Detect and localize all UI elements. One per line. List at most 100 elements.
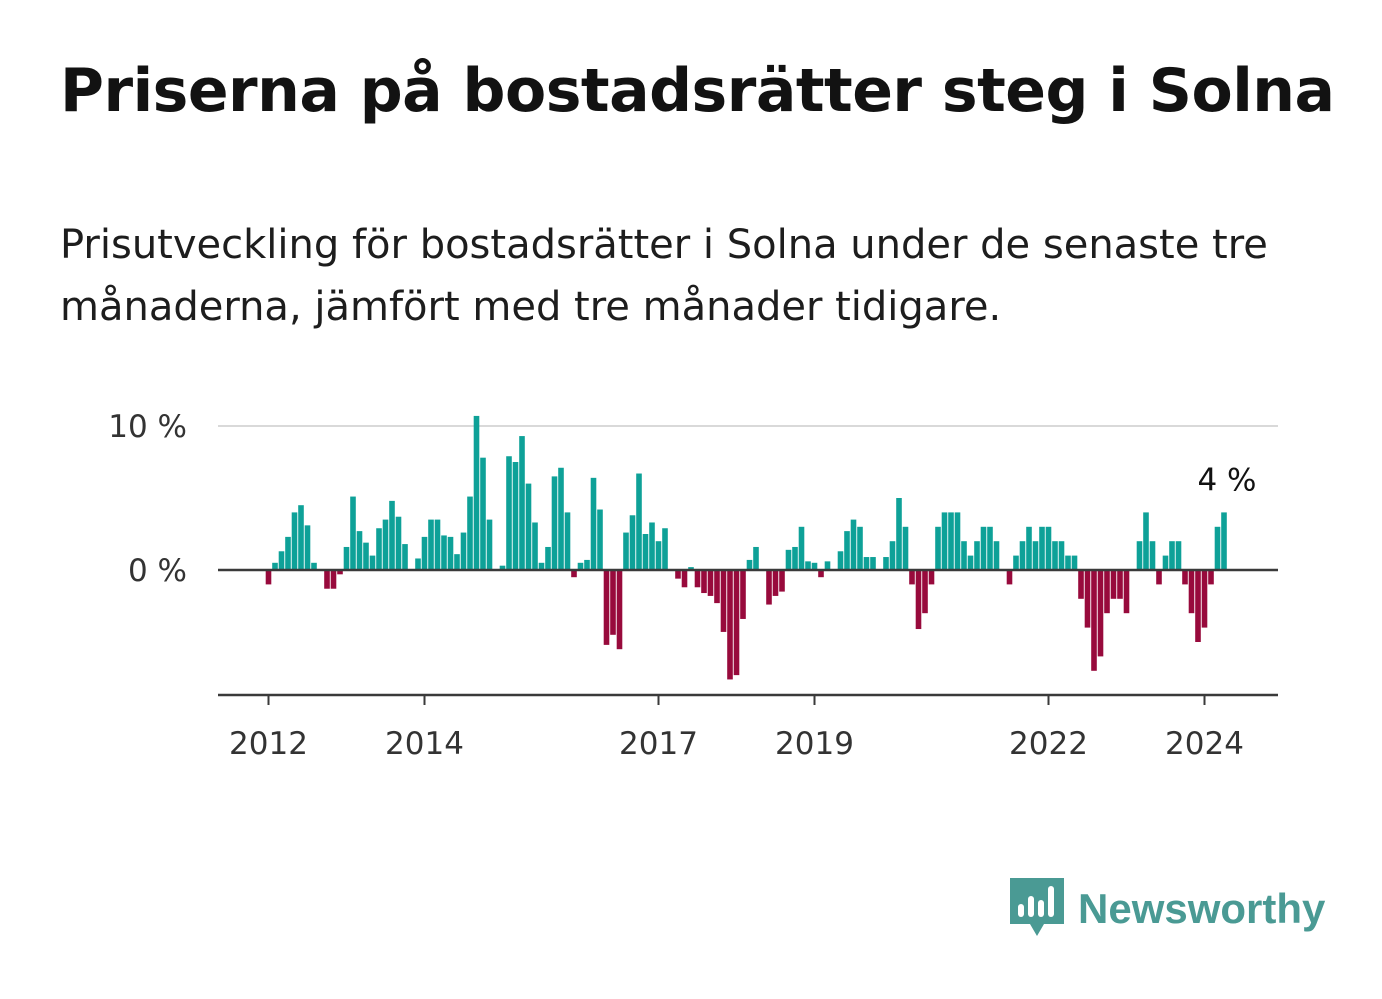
bar (863, 557, 870, 570)
x-tick-label: 2019 (775, 726, 854, 762)
bar (746, 559, 753, 570)
bar (1214, 526, 1221, 570)
page-title: Priserna på bostadsrätter steg i Solna (60, 56, 1335, 126)
bar (636, 473, 642, 570)
bar (356, 531, 363, 570)
bar (460, 532, 467, 570)
bar (1182, 570, 1188, 585)
bar (1156, 570, 1162, 585)
bar (935, 526, 941, 570)
bar (512, 462, 519, 570)
x-tick-label: 2014 (385, 726, 464, 762)
bar (1097, 570, 1104, 657)
bar (343, 546, 350, 570)
bar (473, 415, 480, 570)
bar-chart-speech-bubble-icon (1010, 878, 1064, 936)
x-tick-label: 2012 (229, 726, 308, 762)
bar (1175, 541, 1182, 570)
bar (727, 570, 733, 680)
bar (1084, 570, 1091, 628)
bar (1006, 570, 1013, 585)
bar (519, 436, 525, 570)
bar (798, 526, 805, 570)
bar (805, 561, 811, 570)
bar (304, 525, 311, 570)
bar (272, 562, 278, 570)
bar (902, 526, 909, 570)
bar (662, 528, 668, 570)
bar (623, 532, 629, 570)
bar (532, 522, 538, 570)
bar (824, 561, 831, 570)
bar (707, 570, 714, 596)
bar (909, 570, 915, 585)
bar (571, 570, 577, 578)
bar (577, 562, 584, 570)
bar (564, 512, 571, 570)
x-tick-label: 2022 (1009, 726, 1088, 762)
bar (675, 570, 681, 579)
bar (285, 536, 291, 570)
bar (1026, 526, 1032, 570)
bar (961, 541, 967, 570)
bar (610, 570, 616, 635)
bar (883, 557, 889, 570)
bar (837, 551, 844, 570)
bar (1019, 541, 1026, 570)
bar (330, 570, 337, 589)
bar (1136, 541, 1143, 570)
bar (428, 519, 434, 570)
bar (551, 476, 558, 570)
bar (545, 546, 551, 570)
bar (993, 541, 1000, 570)
bar (1078, 570, 1084, 599)
price-change-chart: 0 % 10 % 2012 2014 2017 2019 2022 2024 4 % (108, 409, 1278, 762)
bar (441, 535, 447, 570)
bar (766, 570, 772, 605)
bar (889, 541, 896, 570)
bar (720, 570, 727, 632)
bar (597, 509, 603, 570)
bar (733, 570, 740, 676)
bar (974, 541, 980, 570)
bar (870, 557, 876, 570)
bar (772, 570, 779, 596)
bar (928, 570, 935, 585)
bar (1195, 570, 1201, 642)
bar (1201, 570, 1208, 628)
bar (941, 512, 948, 570)
bar (402, 544, 408, 570)
bar (1221, 512, 1227, 570)
bar (324, 570, 330, 589)
bar (753, 546, 759, 570)
bar (395, 516, 402, 570)
bar (1104, 570, 1110, 614)
bar (1169, 541, 1175, 570)
bar (649, 522, 655, 570)
bar (1039, 526, 1045, 570)
bar (1143, 512, 1149, 570)
bar (850, 519, 857, 570)
bar (1149, 541, 1156, 570)
page-subtitle: Prisutveckling för bostadsrätter i Solna… (60, 222, 1268, 330)
bar (688, 567, 694, 570)
bar (1188, 570, 1195, 614)
bar (558, 467, 564, 570)
bar (350, 496, 356, 570)
bar (538, 562, 545, 570)
bar (1052, 541, 1058, 570)
bar (590, 477, 597, 570)
bar (896, 498, 902, 570)
bar (714, 570, 720, 604)
bar (434, 519, 441, 570)
x-tick-label: 2024 (1165, 726, 1244, 762)
bar (792, 546, 798, 570)
bar (915, 570, 922, 630)
bar (980, 526, 987, 570)
bar (922, 570, 928, 614)
bar (278, 551, 285, 570)
bar (1065, 555, 1071, 570)
bar (525, 483, 532, 570)
bar (740, 570, 746, 619)
bar (954, 512, 961, 570)
